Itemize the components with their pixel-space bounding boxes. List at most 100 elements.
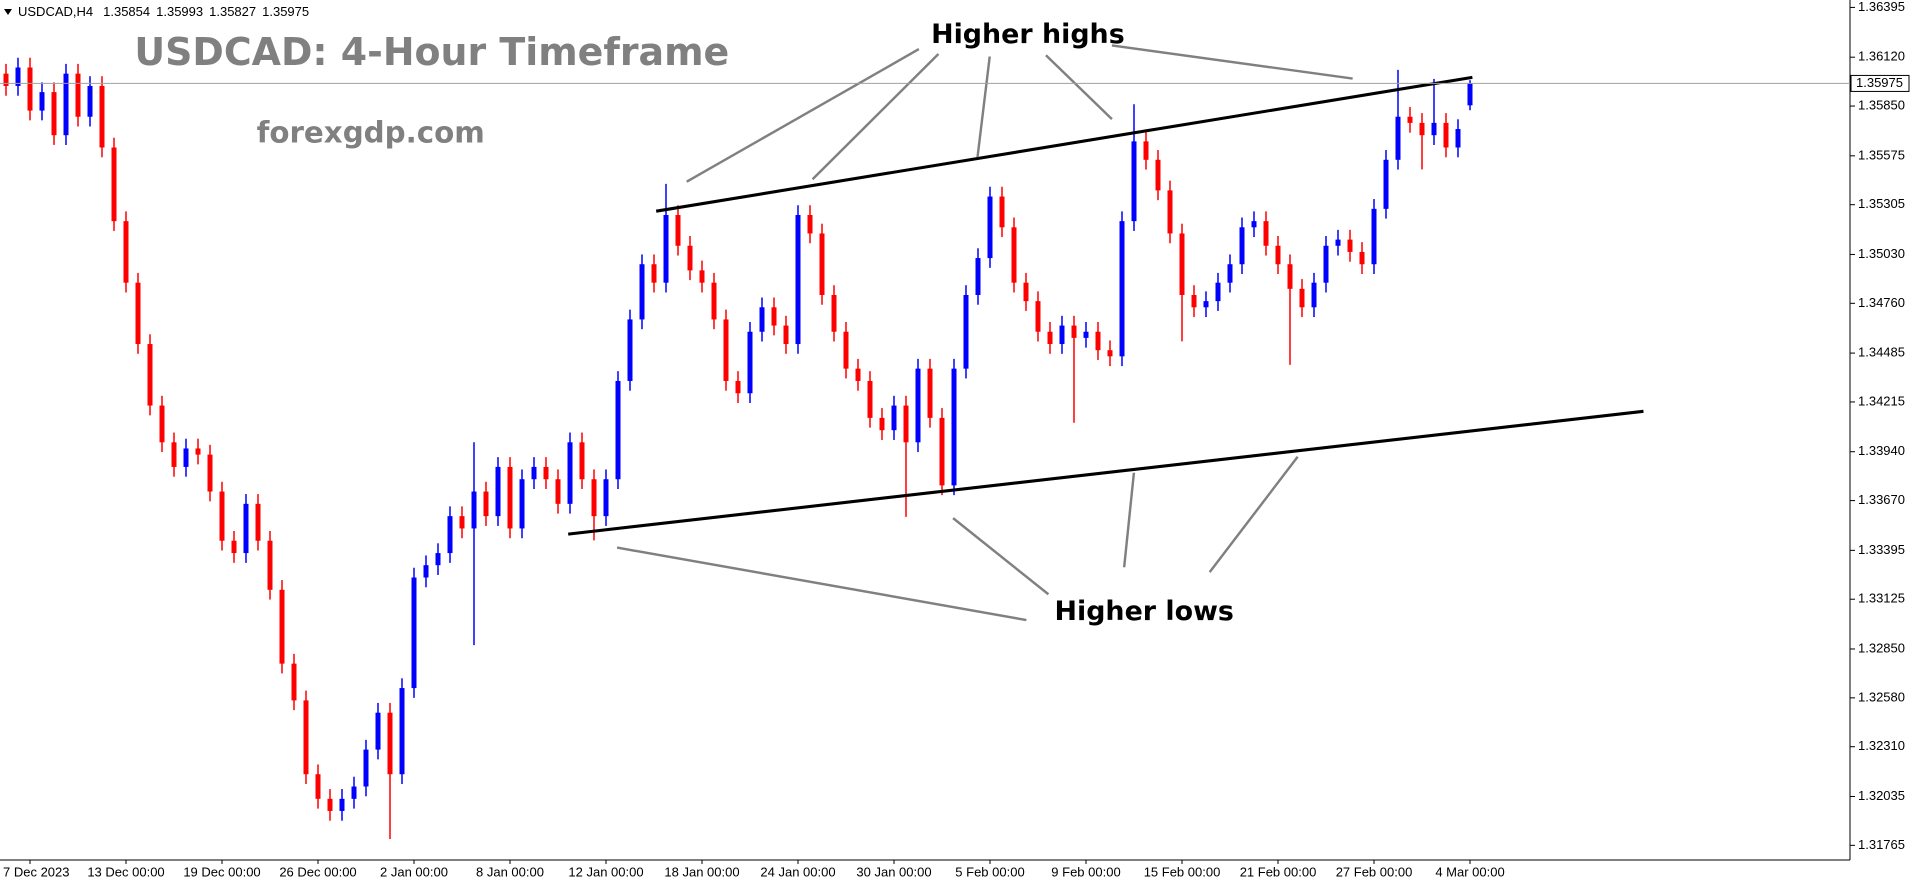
annotations-layer: USDCAD: 4-Hour Timeframe forexgdp.com Hi… [134, 19, 1644, 627]
x-tick-label: 27 Feb 00:00 [1336, 864, 1413, 879]
candle-body [951, 368, 957, 486]
x-tick-label: 8 Jan 00:00 [476, 864, 544, 879]
candle-body [1311, 282, 1317, 308]
header-value: 1.35854 [103, 4, 150, 19]
candle-body [351, 786, 357, 799]
x-tick-label: 15 Feb 00:00 [1144, 864, 1221, 879]
candle-body [1239, 227, 1245, 265]
x-tick-label: 21 Feb 00:00 [1240, 864, 1317, 879]
candle-body [231, 540, 237, 554]
candle-body [1467, 83, 1473, 106]
candle-body [687, 245, 693, 271]
candle-body [1431, 122, 1437, 136]
candle-body [891, 405, 897, 431]
candle-body [879, 417, 885, 431]
candle-body [663, 215, 669, 283]
candle-body [1251, 221, 1257, 228]
candle-body [39, 92, 45, 111]
candle-body [963, 294, 969, 369]
candle-body [651, 264, 657, 283]
candle-body [291, 663, 297, 701]
candle-body [1203, 301, 1209, 308]
candle-body [3, 73, 9, 86]
candle-body [1047, 331, 1053, 345]
chart-title: USDCAD: 4-Hour Timeframe [134, 30, 729, 74]
candle-body [1119, 221, 1125, 357]
header-value: 1.35827 [209, 4, 256, 19]
lower-trendline [568, 409, 1644, 536]
x-tick-label: 12 Jan 00:00 [568, 864, 643, 879]
candle-body [939, 417, 945, 486]
pointer [1208, 455, 1299, 573]
y-tick-label: 1.33125 [1858, 591, 1905, 606]
candle-body [135, 282, 141, 345]
candle-body [579, 442, 585, 480]
pointer [952, 517, 1050, 596]
annotation: Higher highs [931, 19, 1125, 50]
candle-body [1011, 227, 1017, 283]
candle-body [1035, 301, 1041, 332]
header-value: 1.35975 [262, 4, 309, 19]
candle-body [387, 712, 393, 775]
candle-body [1167, 190, 1173, 234]
candle-body [207, 454, 213, 492]
candle-body [867, 380, 873, 418]
pointer [811, 53, 940, 181]
candle-body [591, 479, 597, 517]
candle-body [423, 565, 429, 578]
candle-body [1179, 233, 1185, 295]
x-tick-label: 5 Feb 00:00 [955, 864, 1024, 879]
candle-body [1395, 116, 1401, 160]
candle-body [1227, 264, 1233, 283]
candle-body [459, 516, 465, 529]
candle-body [1335, 239, 1341, 246]
candle-body [915, 368, 921, 443]
candle-body [243, 503, 249, 554]
candle-body [195, 448, 201, 455]
y-tick-label: 1.34215 [1858, 393, 1905, 408]
candle-body [675, 215, 681, 246]
y-tick-label: 1.36120 [1858, 49, 1905, 64]
y-tick-label: 1.32035 [1858, 788, 1905, 803]
candle-body [111, 147, 117, 222]
current-price-box [1850, 74, 1910, 92]
candle-body [183, 448, 189, 467]
candle-body [1191, 294, 1197, 308]
pointer [976, 56, 991, 158]
candle-body [1455, 129, 1461, 148]
y-tick-label: 1.32580 [1858, 689, 1905, 704]
y-tick-label: 1.35030 [1858, 246, 1905, 261]
candle-body [987, 196, 993, 259]
y-tick-label: 1.31765 [1858, 837, 1905, 852]
pointer [686, 48, 920, 183]
candle-body [735, 380, 741, 394]
x-tick-label: 30 Jan 00:00 [856, 864, 931, 879]
candle-body [1143, 141, 1149, 160]
y-tick-label: 1.34485 [1858, 345, 1905, 360]
candle-body [1263, 221, 1269, 246]
y-tick-label: 1.32850 [1858, 640, 1905, 655]
candle-body [27, 67, 33, 111]
symbol: USDCAD,H4 [18, 4, 93, 19]
x-tick-label: 19 Dec 00:00 [183, 864, 260, 879]
candle-body [507, 466, 513, 529]
candle-body [315, 774, 321, 799]
candle-body [1059, 325, 1065, 345]
candle-body [279, 589, 285, 664]
candle-body [903, 405, 909, 443]
candle-body [147, 344, 153, 406]
candle-body [975, 258, 981, 295]
y-tick-label: 1.35850 [1858, 97, 1905, 112]
y-tick-label: 1.34760 [1858, 295, 1905, 310]
candle-body [495, 466, 501, 517]
candle-body [819, 233, 825, 295]
candle-body [999, 196, 1005, 228]
candle-body [1443, 122, 1449, 148]
candle-body [447, 516, 453, 554]
candle-body [843, 331, 849, 369]
candle-body [411, 577, 417, 689]
candle-body [303, 700, 309, 775]
candle-body [327, 798, 333, 811]
